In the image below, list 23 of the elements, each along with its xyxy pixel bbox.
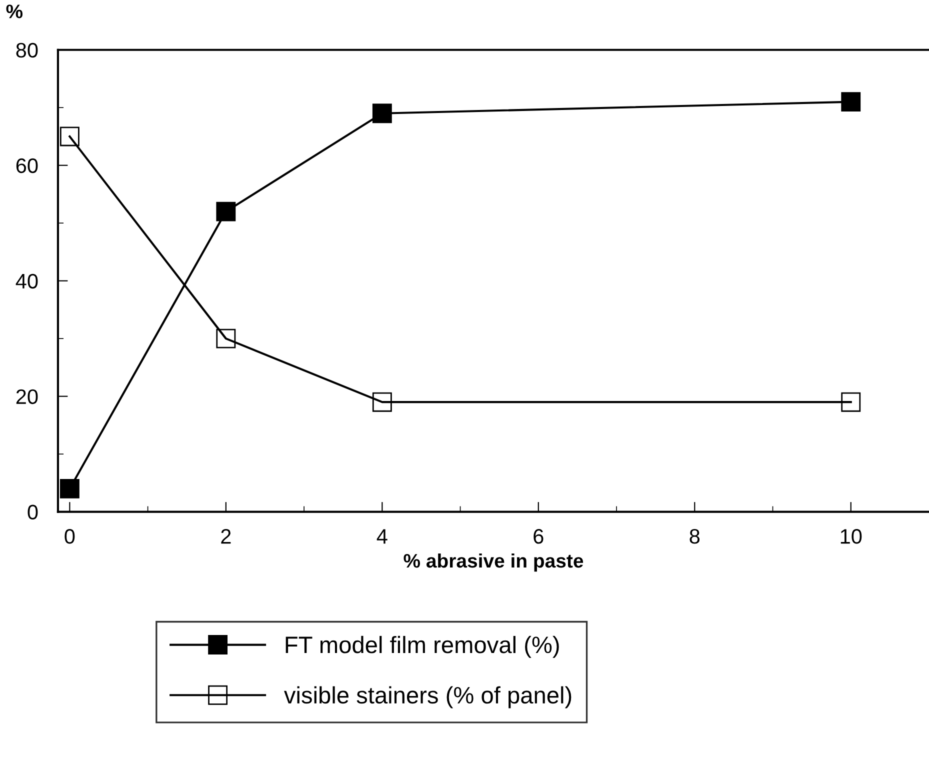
y-tick-label: 60 xyxy=(16,158,38,174)
point xyxy=(216,202,236,222)
point xyxy=(372,392,392,412)
point xyxy=(372,104,392,124)
y-tick-label: 40 xyxy=(16,274,38,289)
x-axis-title: % abrasive in paste xyxy=(404,553,584,572)
point xyxy=(841,392,861,412)
x-tick-label: 2 xyxy=(221,529,231,544)
point xyxy=(60,126,80,146)
legend-label: FT model film removal (%) xyxy=(286,636,559,658)
x-tick-label: 0 xyxy=(64,529,75,544)
x-tick-label: 10 xyxy=(840,529,862,544)
point xyxy=(216,328,236,348)
x-tick-label: 4 xyxy=(376,529,388,544)
y-tick-label: 20 xyxy=(16,389,38,404)
legend-label: visible stainers (% of panel) xyxy=(284,686,572,708)
y-tick-label: 0 xyxy=(28,504,38,520)
point xyxy=(841,92,861,112)
y-axis-title: % xyxy=(6,4,23,18)
y-tick-label: 80 xyxy=(16,42,38,58)
x-tick-label: 6 xyxy=(534,529,544,544)
point xyxy=(60,478,80,498)
x-tick-label: 8 xyxy=(690,529,700,544)
